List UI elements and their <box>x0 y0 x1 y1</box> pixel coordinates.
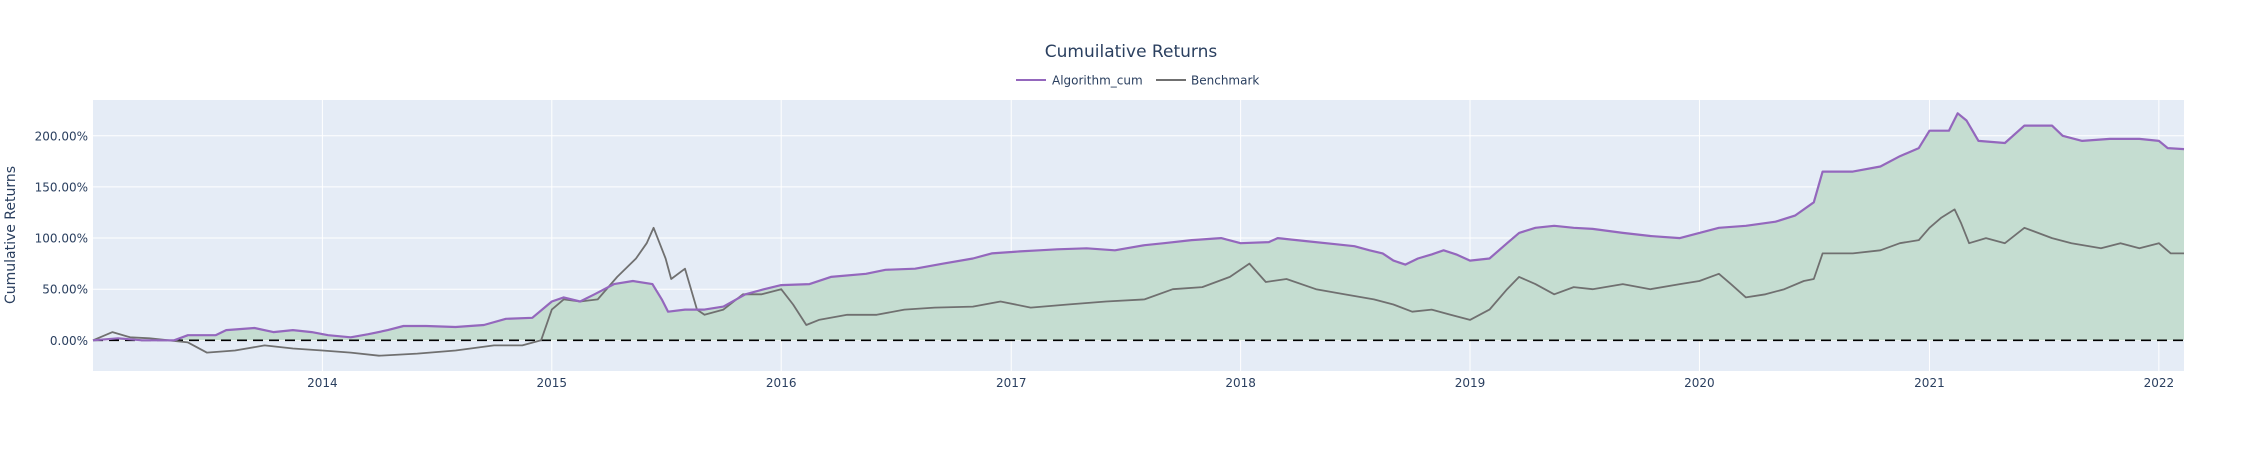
y-axis-title: Cumulative Returns <box>3 166 19 304</box>
benchmark-series-line <box>92 208 2184 357</box>
x-tick-label: 2017 <box>996 376 1027 390</box>
y-tick-label: 200.00% <box>35 129 88 143</box>
returns-fill-area <box>93 113 2184 341</box>
y-tick-labels: 0.00% 50.00% 100.00% 150.00% 200.00% <box>35 129 88 348</box>
x-tick-label: 2021 <box>1914 376 1945 390</box>
y-tick-label: 50.00% <box>42 283 88 297</box>
legend-item-algorithm[interactable]: Algorithm_cum <box>1016 74 1143 88</box>
x-tick-labels: 2014 2015 2016 2017 2018 2019 2020 2021 2022 <box>307 376 2174 390</box>
algorithm-series-line <box>92 112 2185 342</box>
x-tick-label: 2022 <box>2144 376 2175 390</box>
legend-label-benchmark: Benchmark <box>1191 74 1259 88</box>
legend-label-algorithm: Algorithm_cum <box>1052 74 1143 88</box>
chart-title: Cumuilative Returns <box>1045 42 1218 62</box>
y-tick-label: 0.00% <box>50 334 88 348</box>
x-tick-label: 2015 <box>537 376 568 390</box>
y-tick-label: 150.00% <box>35 180 88 194</box>
legend: Algorithm_cum Benchmark <box>1016 74 1259 88</box>
x-tick-label: 2019 <box>1455 376 1486 390</box>
x-tick-label: 2020 <box>1684 376 1715 390</box>
x-tick-label: 2014 <box>307 376 338 390</box>
x-tick-label: 2018 <box>1225 376 1256 390</box>
x-tick-label: 2016 <box>766 376 797 390</box>
y-tick-label: 100.00% <box>35 232 88 246</box>
legend-item-benchmark[interactable]: Benchmark <box>1156 74 1259 88</box>
